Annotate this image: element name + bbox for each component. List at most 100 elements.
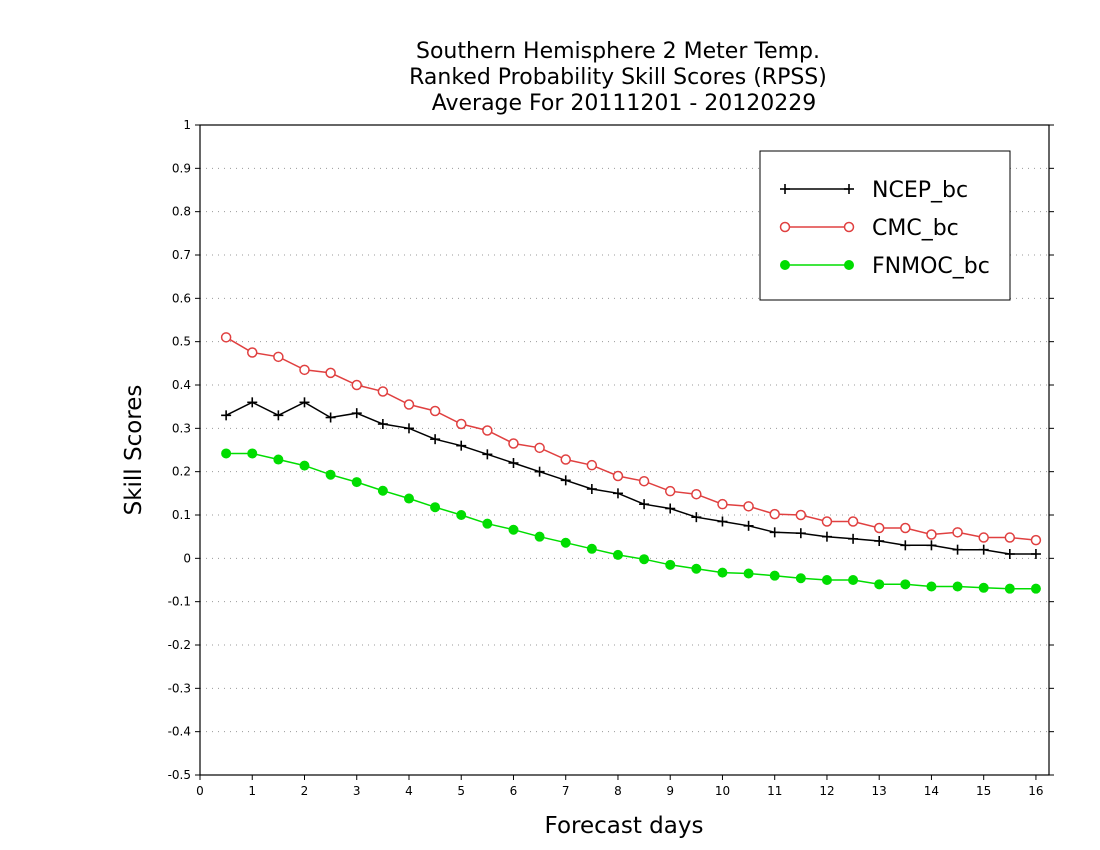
data-point-ncep-bc [900,540,911,551]
data-point-ncep-bc [325,412,336,423]
x-tick-label: 11 [767,784,782,798]
data-point-fnmoc-bc [639,554,650,565]
data-point-ncep-bc [247,397,258,408]
title-line-2: Ranked Probability Skill Scores (RPSS) [409,65,827,90]
data-point-ncep-bc [430,434,441,445]
y-axis: -0.5 -0.4 -0.3 -0.2 -0.1 0 0.1 0.2 0.3 0.4 0.5 0.6 0… [168,118,1054,782]
data-point-ncep-bc [299,397,310,408]
legend-marker [780,260,790,270]
title-line-3: Average For 20111201 - 20120229 [432,91,817,116]
data-point-ncep-bc [612,488,623,499]
data-point-ncep-bc [534,466,545,477]
data-point-ncep-bc [482,449,493,460]
data-point-fnmoc-bc [586,543,597,554]
x-tick-label: 3 [353,784,361,798]
data-point-fnmoc-bc [926,581,937,592]
data-point-fnmoc-bc [377,485,388,496]
data-point-cmc-bc [534,442,545,454]
series-fnmoc-bc [221,448,1041,594]
data-point-cmc-bc [691,488,702,500]
chart-title: Southern Hemisphere 2 Meter Temp. Ranked… [409,39,827,116]
data-point-ncep-bc [377,419,388,429]
data-point-fnmoc-bc [351,477,362,488]
x-tick-label: 16 [1028,784,1043,798]
y-tick-label: 0.6 [172,291,191,305]
data-point-ncep-bc [743,520,754,531]
data-point-fnmoc-bc [795,573,806,584]
data-point-fnmoc-bc [612,549,623,560]
y-tick-label: 0.5 [172,335,191,349]
series-line-fnmoc-bc [226,452,1036,590]
x-tick-label: 0 [196,784,204,798]
data-point-ncep-bc [848,533,859,544]
data-point-ncep-bc [1004,549,1015,559]
x-tick-label: 9 [666,784,674,798]
data-point-fnmoc-bc [665,559,676,570]
data-point-cmc-bc [743,501,754,512]
data-point-cmc-bc [952,527,963,538]
x-tick-label: 6 [510,784,518,798]
data-point-fnmoc-bc [560,537,571,548]
y-tick-label: 0.3 [172,421,191,435]
x-axis-label: Forecast days [545,813,704,839]
data-point-cmc-bc [769,508,780,520]
x-tick-label: 12 [819,784,834,798]
data-point-fnmoc-bc [403,493,414,504]
data-point-cmc-bc [926,529,937,540]
data-point-fnmoc-bc [900,579,911,590]
series-cmc-bc [220,332,1042,546]
data-point-cmc-bc [1004,532,1016,543]
x-tick-label: 2 [301,784,309,798]
data-point-cmc-bc [978,532,989,543]
y-tick-label: 1 [183,118,191,132]
legend-item-fnmoc-bc: FNMOC_bc [780,254,990,279]
y-tick-label: -0.2 [168,638,191,652]
data-point-ncep-bc [821,531,832,542]
data-point-fnmoc-bc [456,510,467,520]
x-tick-label: 1 [248,784,256,798]
data-point-ncep-bc [1030,549,1041,559]
legend-item-cmc-bc: CMC_bc [779,216,959,241]
data-point-cmc-bc [351,379,362,391]
data-point-cmc-bc [717,498,728,510]
legend-label: NCEP_bc [872,178,968,203]
data-point-ncep-bc [926,540,937,551]
data-point-fnmoc-bc [769,570,780,581]
y-tick-label: 0.2 [172,465,191,479]
data-point-fnmoc-bc [247,448,258,459]
title-line-1: Southern Hemisphere 2 Meter Temp. [416,39,820,64]
legend-marker [780,184,790,194]
data-point-fnmoc-bc [534,531,545,542]
data-point-cmc-bc [377,386,389,397]
data-point-cmc-bc [847,516,859,527]
legend-marker [843,221,855,233]
y-tick-label: 0.9 [172,161,191,175]
data-point-cmc-bc [482,425,493,436]
data-point-ncep-bc [586,484,597,494]
data-point-fnmoc-bc [717,567,728,578]
data-point-ncep-bc [560,475,571,486]
x-tick-label: 8 [614,784,622,798]
data-point-fnmoc-bc [430,502,441,513]
y-axis-label: Skill Scores [121,385,147,516]
data-point-fnmoc-bc [221,448,232,459]
x-tick-label: 5 [457,784,465,798]
data-point-ncep-bc [351,408,362,419]
data-point-fnmoc-bc [1030,583,1041,594]
data-point-cmc-bc [403,399,415,410]
x-tick-label: 13 [872,784,887,798]
data-point-fnmoc-bc [848,575,859,585]
data-point-cmc-bc [220,332,232,343]
x-tick-label: 14 [924,784,939,798]
data-point-ncep-bc [665,503,676,514]
y-tick-label: 0.8 [172,205,191,219]
legend-label: CMC_bc [872,216,959,241]
data-point-fnmoc-bc [691,563,702,574]
data-series [220,332,1042,594]
legend-box [759,150,1011,301]
data-point-cmc-bc [795,509,807,521]
legend-marker [844,184,854,194]
data-point-fnmoc-bc [821,575,832,585]
data-point-ncep-bc [221,410,232,421]
data-point-ncep-bc [508,458,519,468]
